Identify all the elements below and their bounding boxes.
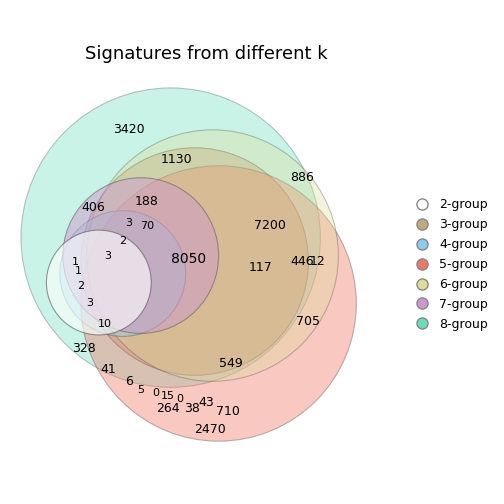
Text: 1130: 1130 xyxy=(161,153,193,166)
Circle shape xyxy=(21,88,321,387)
Circle shape xyxy=(81,148,308,375)
Text: 3: 3 xyxy=(125,218,132,228)
Text: 1: 1 xyxy=(75,266,81,276)
Text: 15: 15 xyxy=(161,391,175,401)
Text: 710: 710 xyxy=(216,405,239,418)
Text: 6: 6 xyxy=(125,375,133,388)
Text: 549: 549 xyxy=(219,357,242,370)
Text: 3420: 3420 xyxy=(113,123,145,136)
Text: 117: 117 xyxy=(248,261,272,274)
Text: 328: 328 xyxy=(72,342,96,355)
Text: 705: 705 xyxy=(296,315,321,328)
Text: 3: 3 xyxy=(86,298,93,308)
Text: 446: 446 xyxy=(291,255,314,268)
Title: Signatures from different k: Signatures from different k xyxy=(85,45,328,63)
Text: 70: 70 xyxy=(140,221,154,231)
Text: 406: 406 xyxy=(81,201,105,214)
Text: 0: 0 xyxy=(176,394,183,404)
Circle shape xyxy=(46,230,151,335)
Circle shape xyxy=(60,211,185,336)
Text: 41: 41 xyxy=(100,363,116,376)
Circle shape xyxy=(63,178,219,334)
Circle shape xyxy=(87,130,338,382)
Text: 10: 10 xyxy=(98,320,112,330)
Text: 0: 0 xyxy=(152,388,159,398)
Circle shape xyxy=(81,166,356,441)
Text: 8050: 8050 xyxy=(171,251,206,266)
Text: 2: 2 xyxy=(77,281,85,290)
Text: 2470: 2470 xyxy=(194,423,225,436)
Legend: 2-group, 3-group, 4-group, 5-group, 6-group, 7-group, 8-group: 2-group, 3-group, 4-group, 5-group, 6-gr… xyxy=(405,194,493,336)
Text: 7200: 7200 xyxy=(254,219,285,232)
Text: 188: 188 xyxy=(135,195,159,208)
Text: 264: 264 xyxy=(156,402,179,415)
Text: 12: 12 xyxy=(309,255,325,268)
Text: 2: 2 xyxy=(119,235,127,245)
Text: 1: 1 xyxy=(72,257,79,267)
Text: 38: 38 xyxy=(184,402,200,415)
Text: 5: 5 xyxy=(137,385,144,395)
Text: 886: 886 xyxy=(290,171,314,184)
Text: 43: 43 xyxy=(199,396,215,409)
Text: 3: 3 xyxy=(104,250,111,261)
